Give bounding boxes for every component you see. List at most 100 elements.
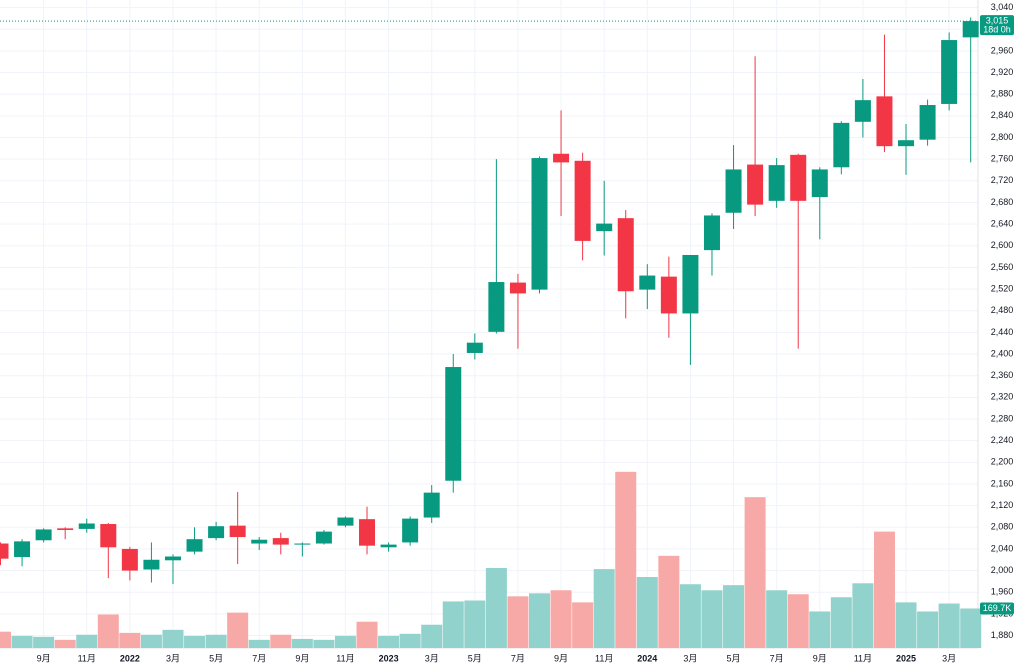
candle-body [121,548,138,571]
volume-bar [291,638,313,648]
y-tick-label: 2,960 [991,45,1014,55]
volume-bar [248,639,270,648]
volume-bar [766,590,788,648]
volume-bar [356,621,378,648]
volume-bar [97,614,119,648]
volume-bar [572,602,594,648]
candle-body [294,543,311,545]
volume-bar [334,635,356,648]
candle-body [725,169,742,213]
x-tick-label: 11月 [78,653,96,663]
y-tick-label: 2,120 [991,500,1014,510]
volume-bar [399,633,421,648]
candle-body [553,153,570,163]
candle-body [380,544,397,548]
y-tick-label: 2,080 [991,522,1014,532]
candle-body [423,492,440,518]
y-tick-label: 2,720 [991,175,1014,185]
x-tick-label: 11月 [595,653,613,663]
volume-bar [119,632,141,648]
candle-body [359,519,376,546]
y-tick-label: 2,600 [991,240,1014,250]
x-tick-label: 9月 [37,653,51,663]
y-tick-label: 2,880 [991,89,1014,99]
candle-body [57,528,74,530]
volume-bar [162,629,184,648]
y-tick-label: 2,480 [991,305,1014,315]
x-tick-label: 3月 [166,653,180,663]
candle-body [445,367,462,481]
x-tick-label: 5月 [468,653,482,663]
volume-bar [464,600,486,648]
volume-bar [11,635,33,648]
volume-bar [550,590,572,648]
candle-body [0,543,9,559]
candle-body [466,342,483,353]
y-tick-label: 2,440 [991,327,1014,337]
volume-bar [33,636,55,648]
candle-body [703,215,720,251]
volume-bar [960,608,982,648]
candle-body [164,556,181,561]
candle-body [833,122,850,168]
candle-body [531,158,548,290]
volume-bar [529,593,550,648]
y-tick-label: 2,840 [991,110,1014,120]
x-tick-label: 2022 [120,653,140,663]
volume-bar [744,497,766,648]
candle-body [898,140,915,147]
volume-bar [0,631,11,648]
candle-body [208,526,225,539]
candle-body [747,164,764,205]
y-tick-label: 2,920 [991,67,1014,77]
x-tick-label: 7月 [770,653,784,663]
x-tick-label: 11月 [854,653,872,663]
candle-body [876,96,893,147]
candle-body [251,539,268,544]
price-tag-label: 3,015 [986,15,1009,25]
candle-body [660,276,677,314]
candle-body [143,559,160,570]
volume-bar [938,603,960,648]
y-tick-label: 3,040 [991,2,1014,12]
x-tick-label: 5月 [209,653,223,663]
volume-bar [485,567,507,648]
candle-body [811,169,828,198]
candle-body [682,254,699,314]
y-tick-label: 2,640 [991,218,1014,228]
volume-bar [227,612,249,648]
y-tick-label: 2,000 [991,565,1014,575]
x-tick-label: 2024 [637,653,657,663]
candle-body [639,275,656,290]
candle-body [617,218,634,292]
candle-body [488,282,505,332]
candle-body [272,538,289,545]
y-tick-label: 2,560 [991,262,1014,272]
volume-bar [184,635,206,648]
volume-bar [658,555,680,648]
x-tick-label: 11月 [336,653,354,663]
candle-body [596,223,613,232]
volume-bar [205,634,227,648]
volume-bar [140,634,162,648]
volume-bar [615,471,637,648]
x-tick-label: 2023 [379,653,399,663]
candle-body [14,541,31,558]
x-tick-label: 9月 [554,653,568,663]
x-tick-label: 3月 [942,653,956,663]
x-tick-label: 2025 [896,653,916,663]
y-tick-label: 2,200 [991,457,1014,467]
candle-body [509,282,526,294]
volume-bar [507,596,529,648]
candle-body [315,531,332,544]
candle-body [574,160,591,241]
volume-bar [421,624,443,648]
candle-body [768,165,785,201]
volume-bar [895,602,917,648]
y-tick-label: 2,320 [991,392,1014,402]
x-tick-label: 7月 [511,653,525,663]
y-tick-label: 1,960 [991,587,1014,597]
volume-bar [917,611,939,648]
y-tick-label: 1,880 [991,630,1014,640]
